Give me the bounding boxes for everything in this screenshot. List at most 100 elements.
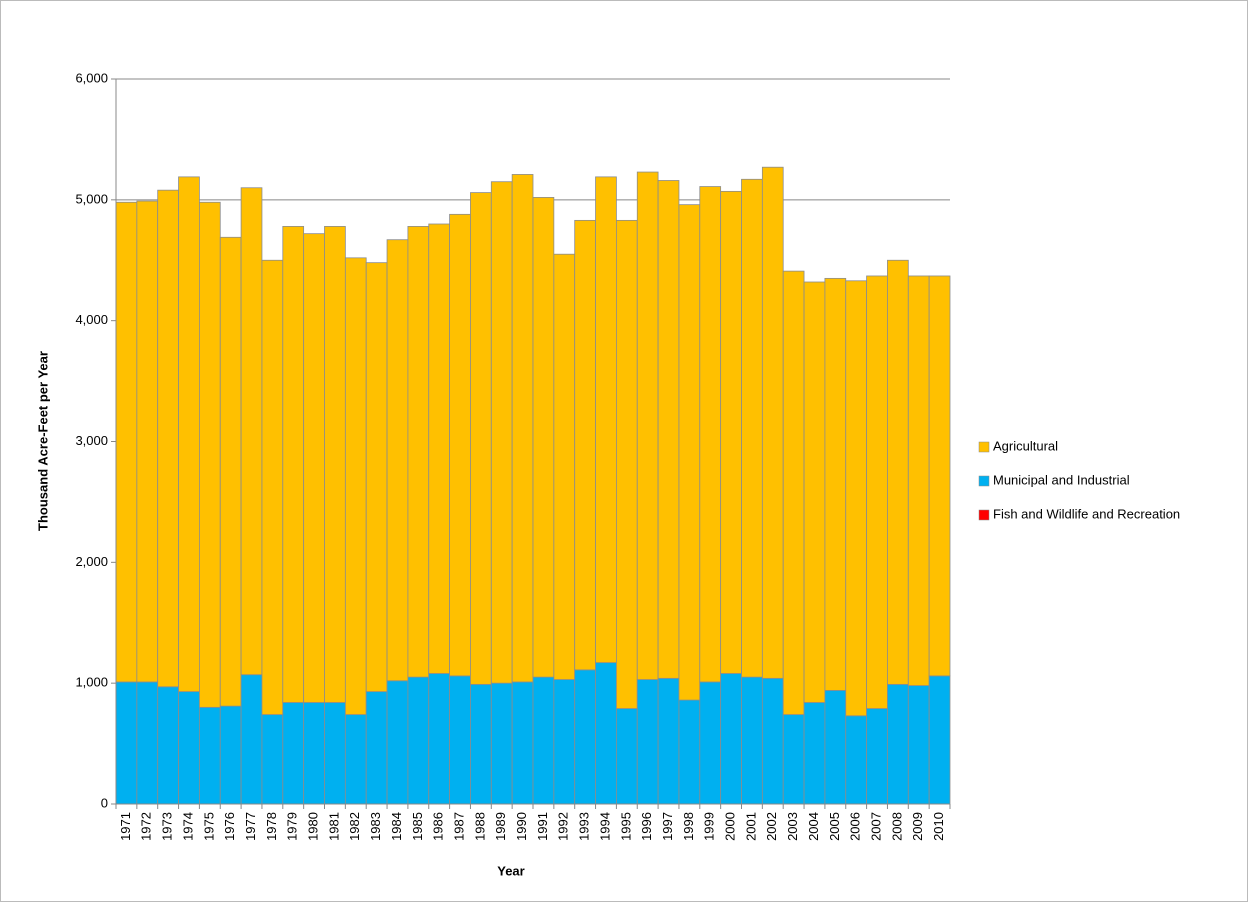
x-tick-label: 1975 (201, 812, 216, 841)
x-tick-label: 1986 (431, 812, 446, 841)
bar-segment (157, 686, 179, 805)
bar-segment (741, 178, 763, 678)
x-tick-label: 2005 (827, 812, 842, 841)
bar-segment (553, 679, 576, 805)
x-tick-label: 1999 (702, 812, 717, 841)
x-tick-label: 1990 (514, 812, 529, 841)
y-tick-label: 1,000 (75, 675, 108, 690)
x-tick-label: 1992 (556, 812, 571, 841)
bar-segment (490, 682, 513, 805)
bar-segment (699, 681, 722, 805)
y-tick-label: 3,000 (75, 433, 108, 448)
bar-segment (761, 677, 784, 805)
bar-segment (449, 675, 471, 805)
y-tick-label: 0 (101, 795, 108, 810)
bar-segment (428, 673, 451, 805)
x-tick-label: 1984 (389, 812, 404, 841)
bar-segment (407, 676, 430, 805)
bar-segment (157, 189, 179, 688)
bar-segment (428, 223, 451, 674)
bar-segment (240, 187, 263, 676)
bar-segment (324, 702, 346, 805)
x-tick-label: 2010 (931, 812, 946, 841)
bar-segment (365, 262, 388, 693)
bar-segment (282, 226, 305, 703)
x-tick-label: 1989 (493, 812, 508, 841)
x-tick-label: 1980 (306, 812, 321, 841)
bar-segment (511, 681, 534, 805)
bar-segment (928, 675, 951, 805)
bar-segment (928, 275, 951, 677)
x-tick-label: 1996 (639, 812, 654, 841)
bar-segment (219, 705, 242, 805)
bar-segment (720, 673, 742, 805)
bar-segment (261, 714, 284, 805)
bar-segment (303, 702, 325, 805)
bar-segment (344, 714, 367, 805)
x-tick-label: 1994 (597, 812, 612, 841)
bar-segment (407, 226, 430, 678)
x-tick-label: 2007 (868, 812, 883, 841)
bar-segment (470, 192, 492, 685)
bar-segment (866, 708, 888, 805)
bar-segment (657, 677, 680, 805)
bar-segment (845, 280, 868, 717)
x-tick-label: 2002 (764, 812, 779, 841)
x-tick-label: 1985 (410, 812, 425, 841)
bar-segment (386, 239, 409, 682)
bar-segment (386, 680, 409, 805)
bar-segment (324, 226, 346, 703)
bar-segment (303, 233, 325, 703)
bar-segment (782, 714, 805, 805)
y-tick-label: 5,000 (75, 191, 108, 206)
bar-segment (282, 702, 305, 805)
bar-segment (678, 699, 701, 805)
bar-segment (782, 270, 805, 715)
x-tick-label: 2003 (785, 812, 800, 841)
bar-segment (595, 176, 617, 664)
x-tick-label: 1979 (285, 812, 300, 841)
bar-segment (803, 702, 826, 805)
legend-swatch (978, 509, 990, 521)
bar-segment (678, 204, 701, 701)
x-tick-label: 1988 (472, 812, 487, 841)
bar-segment (365, 691, 388, 805)
bar-segment (595, 662, 617, 805)
bar-segment (178, 691, 200, 805)
x-tick-label: 1978 (264, 812, 279, 841)
bar-segment (803, 281, 826, 703)
legend-swatch (978, 475, 990, 487)
legend-label: Fish and Wildlife and Recreation (993, 506, 1180, 521)
bar-segment (198, 201, 221, 708)
x-tick-label: 2008 (889, 812, 904, 841)
bar-segment (657, 180, 680, 679)
x-tick-label: 1976 (222, 812, 237, 841)
x-tick-label: 1993 (577, 812, 592, 841)
bar-segment (553, 253, 576, 680)
y-tick-label: 6,000 (75, 70, 108, 85)
bar-segment (261, 259, 284, 715)
x-tick-label: 1983 (368, 812, 383, 841)
bar-segment (636, 171, 659, 680)
bar-segment (907, 275, 930, 686)
x-tick-label: 1981 (326, 812, 341, 841)
bar-segment (824, 277, 847, 691)
legend-label: Municipal and Industrial (993, 472, 1130, 487)
bar-segment (761, 166, 784, 679)
bar-segment (616, 219, 638, 709)
bar-segment (907, 685, 930, 805)
legend-swatch (978, 441, 990, 453)
bar-segment (741, 676, 763, 805)
bar-segment (574, 219, 596, 671)
x-tick-label: 1982 (347, 812, 362, 841)
bar-segment (824, 690, 847, 805)
bar-segment (720, 190, 742, 674)
x-tick-label: 1995 (618, 812, 633, 841)
bar-segment (240, 674, 263, 805)
bar-segment (136, 200, 159, 683)
x-tick-label: 1973 (160, 812, 175, 841)
x-tick-label: 2006 (848, 812, 863, 841)
bar-segment (511, 174, 534, 683)
x-tick-label: 1971 (118, 812, 133, 841)
